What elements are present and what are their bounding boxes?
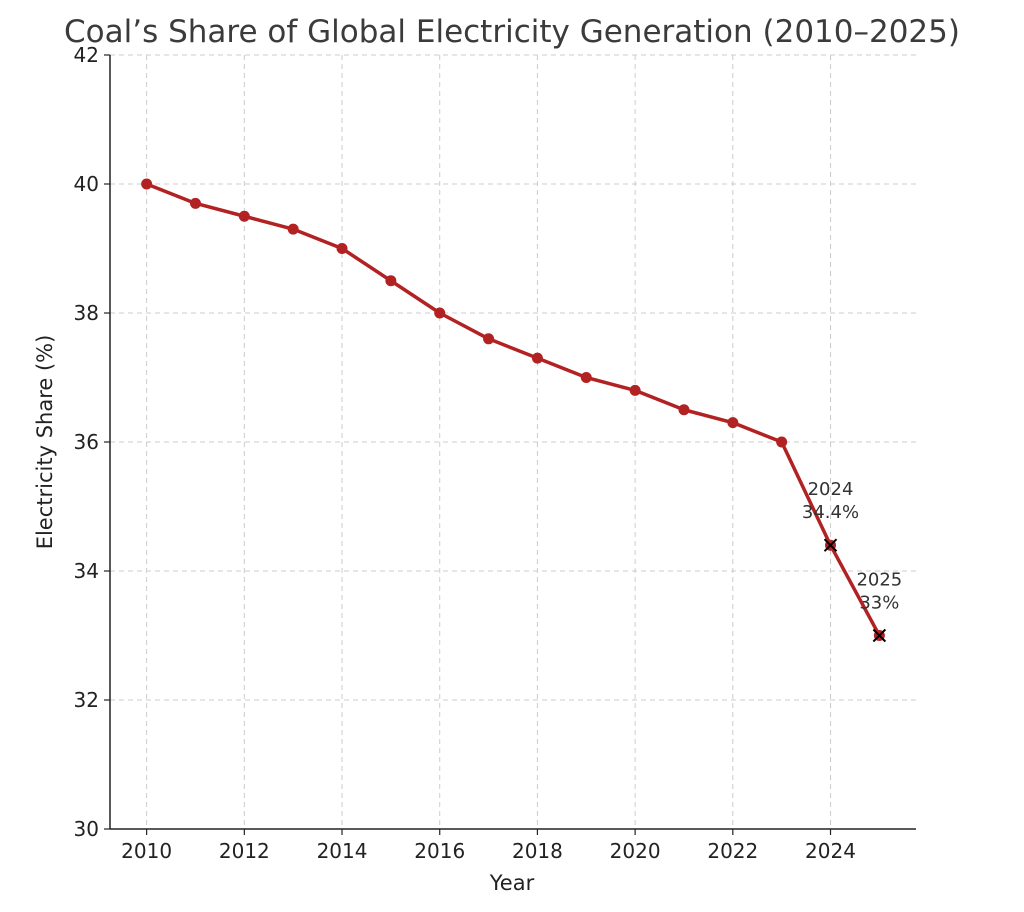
data-point [385, 275, 397, 287]
series-group [141, 178, 885, 641]
annotation-line: 2025 [856, 570, 902, 591]
y-tick-label: 32 [74, 688, 99, 712]
annotation-line: 33% [859, 593, 899, 614]
data-point [678, 404, 690, 416]
tick-labels: 2010 2012 2014 2016 2018 2020 2022 2024 30 32 34 36… [74, 43, 856, 863]
data-point [189, 197, 201, 209]
x-tick-label: 2012 [219, 839, 270, 863]
annotation-label: 2024 34.4% [802, 479, 859, 523]
y-tick-label: 42 [74, 43, 99, 67]
x-tick-label: 2016 [414, 839, 465, 863]
data-point [336, 243, 348, 254]
data-point [483, 333, 495, 345]
y-tick-label: 36 [74, 430, 99, 454]
annotations: 2024 34.4% 2025 33% [802, 479, 902, 643]
highlight-marker [872, 628, 887, 643]
data-point [531, 352, 543, 364]
x-tick-label: 2022 [707, 839, 758, 863]
data-point [580, 372, 592, 383]
y-tick-label: 38 [74, 301, 99, 325]
chart-title: Coal’s Share of Global Electricity Gener… [64, 14, 960, 50]
y-axis-label: Electricity Share (%) [33, 335, 57, 550]
x-tick-label: 2018 [512, 839, 563, 863]
highlight-marker [823, 538, 838, 552]
data-point [727, 417, 739, 429]
annotation-line: 2024 [808, 479, 854, 500]
x-tick-label: 2020 [610, 839, 661, 863]
grid [110, 54, 916, 830]
y-tick-label: 30 [74, 817, 99, 841]
data-point [776, 436, 788, 448]
x-tick-label: 2014 [317, 839, 368, 863]
x-tick-label: 2010 [121, 839, 172, 863]
x-axis-label: Year [489, 871, 535, 895]
annotation-label: 2025 33% [856, 570, 902, 614]
data-point [629, 384, 641, 396]
x-tick-label: 2024 [805, 839, 856, 863]
y-tick-label: 40 [74, 172, 99, 196]
annotation-line: 34.4% [802, 502, 859, 523]
y-tick-label: 34 [74, 559, 99, 583]
data-point [434, 307, 446, 319]
series-line [145, 182, 881, 637]
data-point [287, 223, 299, 235]
data-point [238, 210, 250, 222]
data-point [141, 178, 153, 190]
